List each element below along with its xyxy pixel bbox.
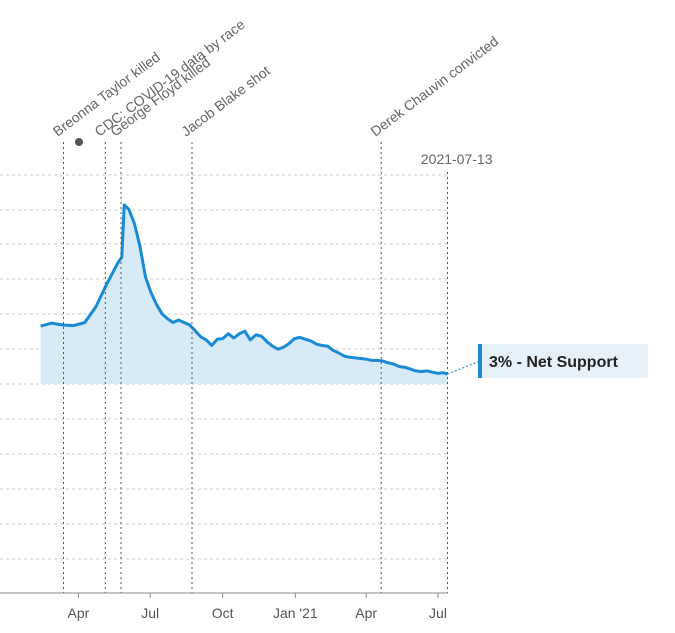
x-axis-ticks: Apr Jul Oct Jan '21 Apr Jul [68,593,447,621]
net-support-line [40,203,448,376]
x-tick-label: Apr [68,605,90,621]
x-tick-label: Jul [141,605,159,621]
x-tick-label: Oct [212,605,234,621]
end-marker-label: 2021-07-13 [421,151,493,167]
x-tick-label: Jan '21 [273,605,318,621]
annotation-label: Derek Chauvin convicted [367,33,501,139]
annotation-dot [75,138,83,146]
callout-background [480,344,648,378]
end-date-marker: 2021-07-13 [421,151,493,593]
callout-accent-bar [478,344,482,378]
net-support-callout: 3% - Net Support [447,344,648,378]
callout-label: 3% - Net Support [489,354,619,371]
net-support-area [40,205,448,384]
x-tick-label: Jul [429,605,447,621]
x-tick-label: Apr [355,605,377,621]
callout-leader-line [447,360,481,375]
